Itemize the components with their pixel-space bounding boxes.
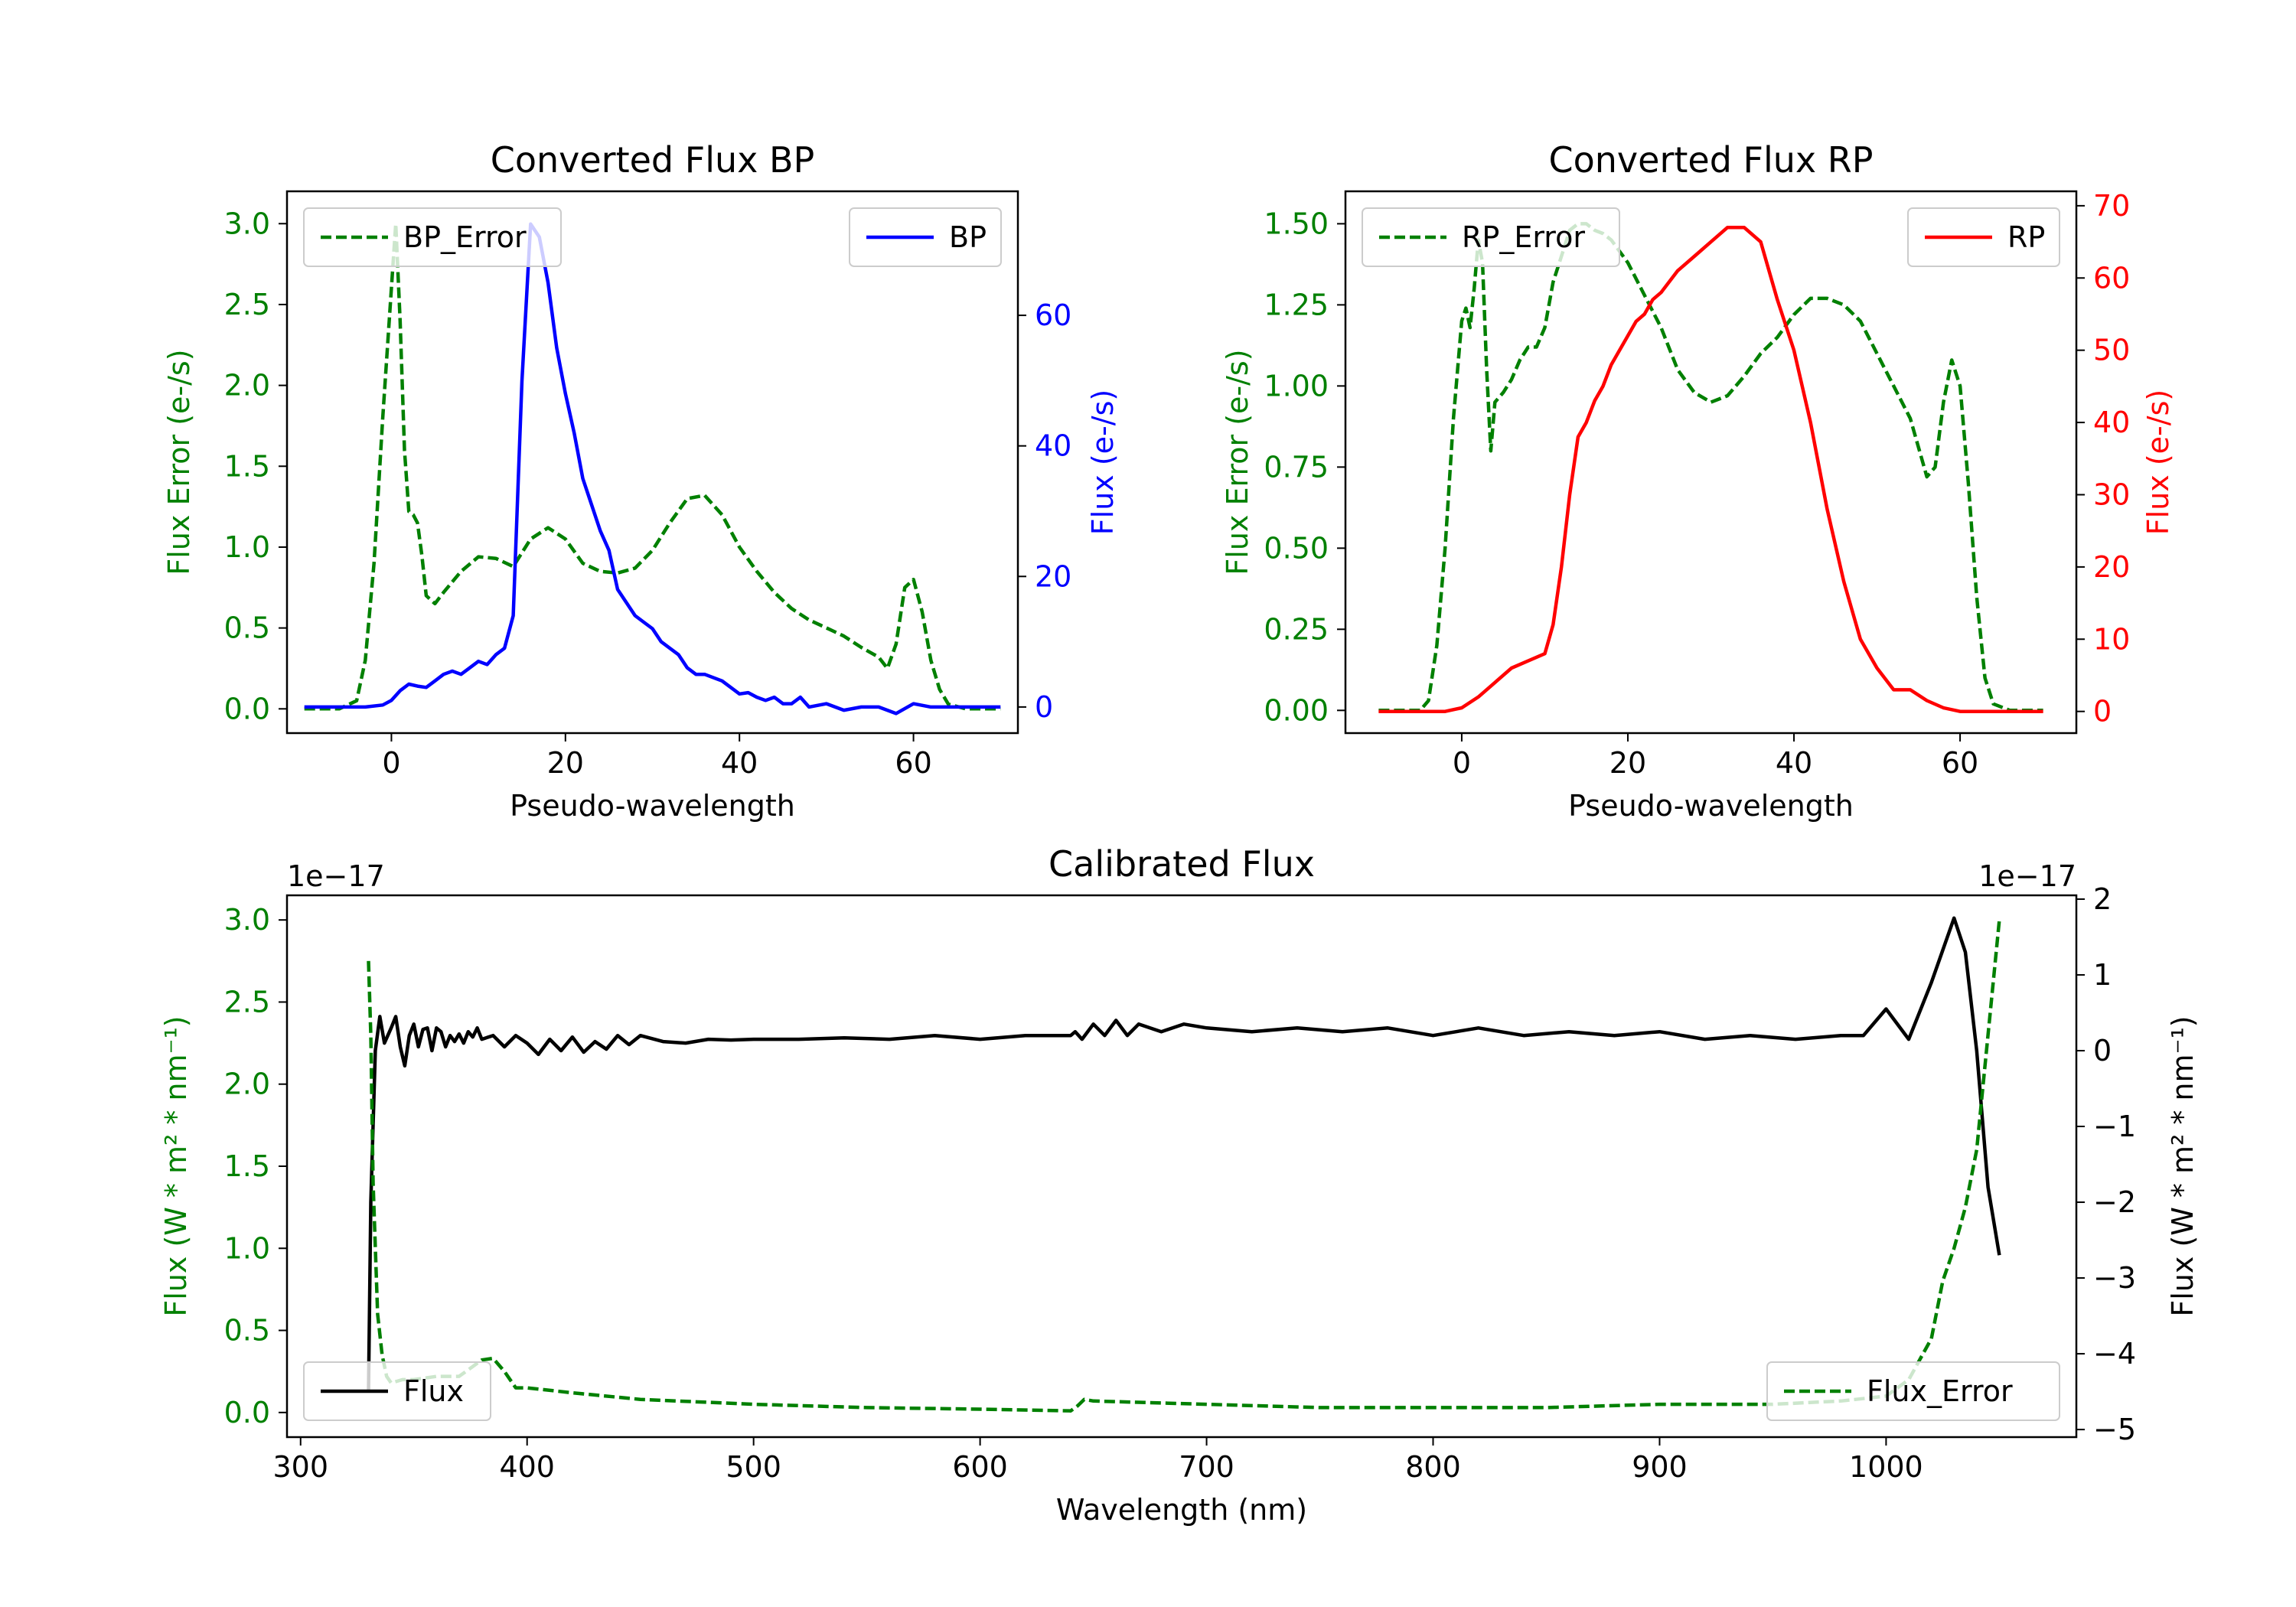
series-flux-line <box>367 916 2001 1392</box>
legend-box <box>1362 207 1620 267</box>
chart-1: 0 20 40 60 0.0 0.5 1.0 1.5 2.0 2.5 3.0 0 20 40 60 Conve… <box>162 139 1120 823</box>
series-rp-line <box>1378 225 2043 713</box>
chart-title: Calibrated Flux <box>1049 843 1315 885</box>
y-left-tick-label: 1.5 <box>224 1149 270 1183</box>
x-tick-label: 900 <box>1632 1450 1688 1484</box>
y-right-tick-label: 60 <box>1035 298 1071 332</box>
chart-title: Converted Flux BP <box>491 139 815 181</box>
y-right-tick-label: 0 <box>2093 1034 2112 1068</box>
y-left-tick-label: 3.0 <box>224 207 270 240</box>
legend-label: Flux <box>403 1374 464 1408</box>
y-right-tick-label: 70 <box>2093 189 2130 223</box>
y-left-tick-label: 0.0 <box>224 692 270 725</box>
x-tick-label: 60 <box>1942 746 1978 780</box>
y-left-tick-label: 0.5 <box>224 1314 270 1348</box>
y-left-offset-label: 1e−17 <box>287 859 385 893</box>
x-axis-label: Wavelength (nm) <box>1056 1493 1307 1527</box>
y-left-axis-label: Flux Error (e-/s) <box>162 349 196 575</box>
y-right-tick-label: 50 <box>2093 334 2130 367</box>
y-right-tick-label: 2 <box>2093 882 2112 916</box>
x-tick-label: 700 <box>1179 1450 1234 1484</box>
legend-flux-error: Flux_Error <box>1766 1361 2060 1421</box>
y-right-tick-label: 0 <box>2093 695 2112 729</box>
y-right-tick-label: −4 <box>2093 1337 2136 1371</box>
y-right-tick-label: 20 <box>2093 550 2130 584</box>
plot-frame <box>285 190 1019 735</box>
y-left-tick-label: 2.0 <box>224 1068 270 1101</box>
y-right-tick-label: 60 <box>2093 261 2130 295</box>
y-right-tick-label: 20 <box>1035 559 1071 593</box>
y-right-tick-label: −5 <box>2093 1413 2136 1446</box>
x-tick-label: 500 <box>726 1450 781 1484</box>
y-left-axis-label: Flux Error (e-/s) <box>1221 349 1254 575</box>
legend-flux: Flux <box>303 1361 491 1421</box>
legend-box <box>1766 1361 2060 1421</box>
y-left-tick-label: 2.0 <box>224 369 270 403</box>
y-left-tick-label: 0.0 <box>224 1396 270 1429</box>
x-tick-label: 60 <box>895 746 931 780</box>
x-tick-label: 400 <box>499 1450 555 1484</box>
plot-frame <box>1344 190 2078 735</box>
y-left-tick-label: 0.25 <box>1264 612 1329 646</box>
x-axis-label: Pseudo-wavelength <box>510 789 795 823</box>
legend-label: BP <box>949 220 987 254</box>
y-right-tick-label: 40 <box>2093 406 2130 439</box>
y-left-tick-label: 0.75 <box>1264 450 1329 484</box>
legend-label: Flux_Error <box>1867 1374 2013 1408</box>
y-right-tick-label: −3 <box>2093 1261 2136 1295</box>
legend-bp: BP <box>849 207 1002 267</box>
chart-title: Converted Flux RP <box>1549 139 1874 181</box>
legend-rp: RP <box>1907 207 2060 267</box>
legend-label: RP_Error <box>1462 220 1585 254</box>
y-left-tick-label: 0.5 <box>224 611 270 645</box>
x-tick-label: 0 <box>1453 746 1471 780</box>
y-right-tick-label: 0 <box>1035 690 1053 724</box>
x-tick-label: 600 <box>952 1450 1008 1484</box>
y-right-axis-label: Flux (e-/s) <box>1086 390 1120 535</box>
y-right-tick-label: 30 <box>2093 478 2130 511</box>
legend-rp-error: RP_Error <box>1362 207 1620 267</box>
legend-label: BP_Error <box>403 220 527 254</box>
y-right-offset-label: 1e−17 <box>1978 859 2076 893</box>
y-left-tick-label: 3.0 <box>224 903 270 937</box>
chart-3: 300 400 500 600 700 800 900 1000 0.0 0.5 1.0 1.5 2.0… <box>159 843 2200 1527</box>
series-group <box>304 222 1001 715</box>
y-left-tick-label: 1.25 <box>1264 288 1329 321</box>
x-tick-label: 0 <box>382 746 400 780</box>
y-left-tick-label: 1.0 <box>224 1231 270 1265</box>
y-left-tick-label: 0.00 <box>1264 693 1329 727</box>
y-left-tick-label: 1.0 <box>224 530 270 564</box>
series-bp-error-line <box>304 222 1001 711</box>
x-axis-label: Pseudo-wavelength <box>1568 789 1854 823</box>
legend-box <box>303 1361 491 1421</box>
x-tick-label: 40 <box>721 746 758 780</box>
y-left-tick-label: 1.50 <box>1264 207 1329 240</box>
y-right-tick-label: 40 <box>1035 429 1071 463</box>
y-right-tick-label: 10 <box>2093 622 2130 656</box>
x-tick-label: 40 <box>1776 746 1812 780</box>
legend-box <box>303 207 562 267</box>
y-right-tick-label: −2 <box>2093 1185 2136 1219</box>
y-right-axis-label: Flux (W * m² * nm⁻¹) <box>2166 1015 2200 1316</box>
series-bp-line <box>304 222 1001 715</box>
legend-bp-error: BP_Error <box>303 207 562 267</box>
y-left-tick-label: 0.50 <box>1264 531 1329 565</box>
y-left-axis-label: Flux (W * m² * nm⁻¹) <box>159 1015 193 1316</box>
legend-label: RP <box>2007 220 2045 254</box>
x-tick-label: 1000 <box>1849 1450 1923 1484</box>
chart-2: 0 20 40 60 0.00 0.25 0.50 0.75 1.00 1.25 1.50 0 10 20… <box>1221 139 2175 823</box>
x-tick-label: 20 <box>547 746 584 780</box>
x-tick-label: 800 <box>1405 1450 1461 1484</box>
y-left-tick-label: 1.00 <box>1264 369 1329 403</box>
y-left-tick-label: 2.5 <box>224 985 270 1019</box>
y-left-tick-label: 2.5 <box>224 288 270 321</box>
y-right-tick-label: 1 <box>2093 958 2112 992</box>
y-right-axis-label: Flux (e-/s) <box>2141 390 2175 535</box>
y-left-tick-label: 1.5 <box>224 449 270 483</box>
x-tick-label: 20 <box>1609 746 1646 780</box>
y-right-tick-label: −1 <box>2093 1110 2136 1143</box>
x-tick-label: 300 <box>272 1450 328 1484</box>
